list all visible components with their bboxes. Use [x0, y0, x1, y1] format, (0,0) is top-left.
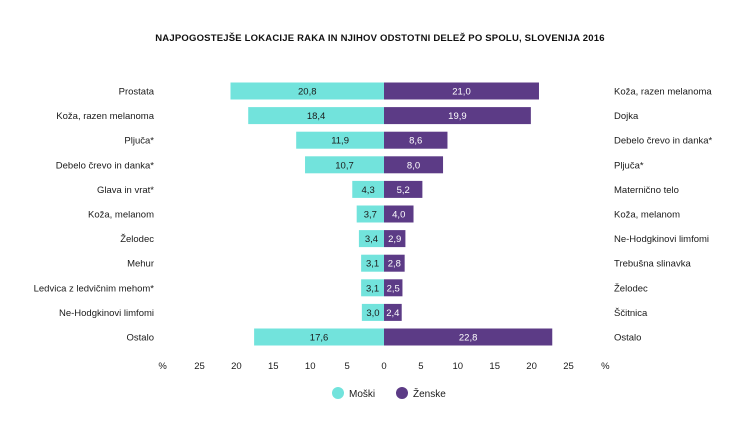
legend: Moški Ženske	[332, 387, 446, 400]
category-label-female-scitnica: Ščitnica	[614, 308, 648, 319]
bar-female-ostalo	[384, 328, 553, 346]
bar-female-debelo-crevo-in-danka	[384, 131, 448, 149]
bar-male-prostata	[230, 82, 384, 100]
bar-female-koza-melanom	[384, 205, 414, 223]
x-tick-neg15: 15	[268, 361, 279, 372]
bar-male-ostalo	[254, 328, 384, 346]
bar-value-female-maternicno-telo: 5,2	[397, 185, 410, 196]
bar-value-male-debelo-crevo-in-danka: 10,7	[335, 160, 354, 171]
x-tick-5: 5	[418, 361, 423, 372]
bar-male-koza-razen-melanoma	[248, 107, 384, 125]
x-axis-unit-left: %	[158, 361, 167, 372]
bar-value-male-glava-in-vrat: 4,3	[362, 185, 375, 196]
bar-value-male-koza-razen-melanoma: 18,4	[307, 111, 326, 122]
category-label-female-dojka: Dojka	[614, 111, 639, 122]
bar-value-male-prostata: 20,8	[298, 87, 317, 98]
legend-item-female-swatch	[396, 387, 408, 399]
bar-female-trebusna-slinavka	[384, 254, 405, 272]
chart-title: NAJPOGOSTEJŠE LOKACIJE RAKA IN NJIHOV OD…	[155, 32, 605, 44]
bar-value-female-trebusna-slinavka: 2,8	[388, 259, 401, 270]
legend-item-female: Ženske	[396, 387, 446, 400]
category-label-male-ne-hodgkinovi-limfomi: Ne-Hodgkinovi limfomi	[59, 308, 154, 319]
category-label-female-pljuca: Pljuča*	[614, 160, 644, 171]
bar-value-female-pljuca: 8,0	[407, 160, 420, 171]
bars	[230, 82, 553, 346]
bar-male-koza-melanom	[356, 205, 384, 223]
category-label-male-koza-melanom: Koža, melanom	[88, 210, 154, 221]
x-axis: % % 25 20 15 10 5 0 5 10 15 20 25	[158, 361, 610, 372]
category-label-male-debelo-crevo-in-danka: Debelo črevo in danka*	[56, 160, 155, 171]
x-tick-20: 20	[526, 361, 537, 372]
category-label-female-debelo-crevo-in-danka: Debelo črevo in danka*	[614, 136, 713, 147]
bar-value-female-ostalo: 22,8	[459, 333, 478, 344]
bar-value-female-scitnica: 2,4	[386, 308, 399, 319]
legend-item-male-swatch	[332, 387, 344, 399]
bar-value-female-dojka: 19,9	[448, 111, 467, 122]
category-label-female-koza-razen-melanoma: Koža, razen melanoma	[614, 87, 712, 98]
bar-value-female-zelodec: 2,5	[387, 283, 400, 294]
female-category-labels: Koža, razen melanoma Dojka Debelo črevo in…	[614, 87, 713, 344]
bar-value-labels: 20,8 18,4 11,9 10,7 4,3 3,7 3,4 3,1 3,1 3,0 17,6 21…	[298, 87, 477, 344]
x-tick-15: 15	[489, 361, 500, 372]
x-tick-neg20: 20	[231, 361, 242, 372]
bar-female-scitnica	[384, 303, 402, 321]
bar-female-maternicno-telo	[384, 180, 423, 198]
bar-value-male-ostalo: 17,6	[310, 333, 329, 344]
bar-value-male-mehur: 3,1	[366, 259, 379, 270]
category-label-male-prostata: Prostata	[119, 87, 155, 98]
bar-male-zelodec	[358, 230, 384, 248]
legend-item-female-label: Ženske	[413, 387, 446, 400]
x-tick-25: 25	[563, 361, 574, 372]
bar-value-male-pljuca: 11,9	[331, 136, 349, 147]
category-label-male-koza-razen-melanoma: Koža, razen melanoma	[56, 111, 154, 122]
bar-male-pljuca	[296, 131, 384, 149]
bar-female-pljuca	[384, 156, 444, 174]
bar-female-zelodec	[384, 279, 403, 297]
bar-male-ledvica-z-ledvicnim-mehom	[361, 279, 384, 297]
bar-female-koza-razen-melanoma	[384, 82, 539, 100]
x-tick-neg5: 5	[344, 361, 349, 372]
bar-value-female-ne-hodgkinovi-limfomi: 2,9	[388, 234, 401, 245]
bar-male-mehur	[361, 254, 384, 272]
bar-value-male-ledvica-z-ledvicnim-mehom: 3,1	[366, 283, 379, 294]
bar-value-female-koza-razen-melanoma: 21,0	[452, 87, 471, 98]
category-label-female-trebusna-slinavka: Trebušna slinavka	[614, 259, 691, 270]
category-label-female-ostalo: Ostalo	[614, 333, 641, 344]
bar-value-male-ne-hodgkinovi-limfomi: 3,0	[366, 308, 379, 319]
bar-value-male-koza-melanom: 3,7	[364, 210, 377, 221]
x-tick-neg10: 10	[305, 361, 316, 372]
bar-male-debelo-crevo-in-danka	[305, 156, 384, 174]
category-label-female-koza-melanom: Koža, melanom	[614, 210, 680, 221]
category-label-male-glava-in-vrat: Glava in vrat*	[97, 185, 154, 196]
male-category-labels: Prostata Koža, razen melanoma Pljuča* Debel…	[34, 87, 155, 344]
x-tick-neg25: 25	[194, 361, 205, 372]
bar-male-ne-hodgkinovi-limfomi	[361, 303, 384, 321]
category-label-male-mehur: Mehur	[127, 259, 154, 270]
bar-value-female-koza-melanom: 4,0	[392, 210, 405, 221]
category-label-male-pljuca: Pljuča*	[124, 136, 154, 147]
bar-male-glava-in-vrat	[352, 180, 384, 198]
category-label-male-ledvica-z-ledvicnim-mehom: Ledvica z ledvičnim mehom*	[34, 283, 155, 294]
bar-female-dojka	[384, 107, 531, 125]
bar-value-female-debelo-crevo-in-danka: 8,6	[409, 136, 422, 147]
legend-item-male-label: Moški	[349, 389, 375, 400]
x-tick-0: 0	[381, 361, 386, 372]
x-tick-10: 10	[453, 361, 464, 372]
bar-female-ne-hodgkinovi-limfomi	[384, 230, 406, 248]
category-label-female-maternicno-telo: Maternično telo	[614, 185, 679, 196]
bar-value-male-zelodec: 3,4	[365, 234, 378, 245]
category-label-female-ne-hodgkinovi-limfomi: Ne-Hodgkinovi limfomi	[614, 234, 709, 245]
legend-item-male: Moški	[332, 387, 375, 400]
category-label-female-zelodec: Želodec	[614, 283, 648, 294]
x-axis-unit-right: %	[601, 361, 610, 372]
category-label-male-ostalo: Ostalo	[127, 333, 154, 344]
category-label-male-zelodec: Želodec	[120, 234, 154, 245]
